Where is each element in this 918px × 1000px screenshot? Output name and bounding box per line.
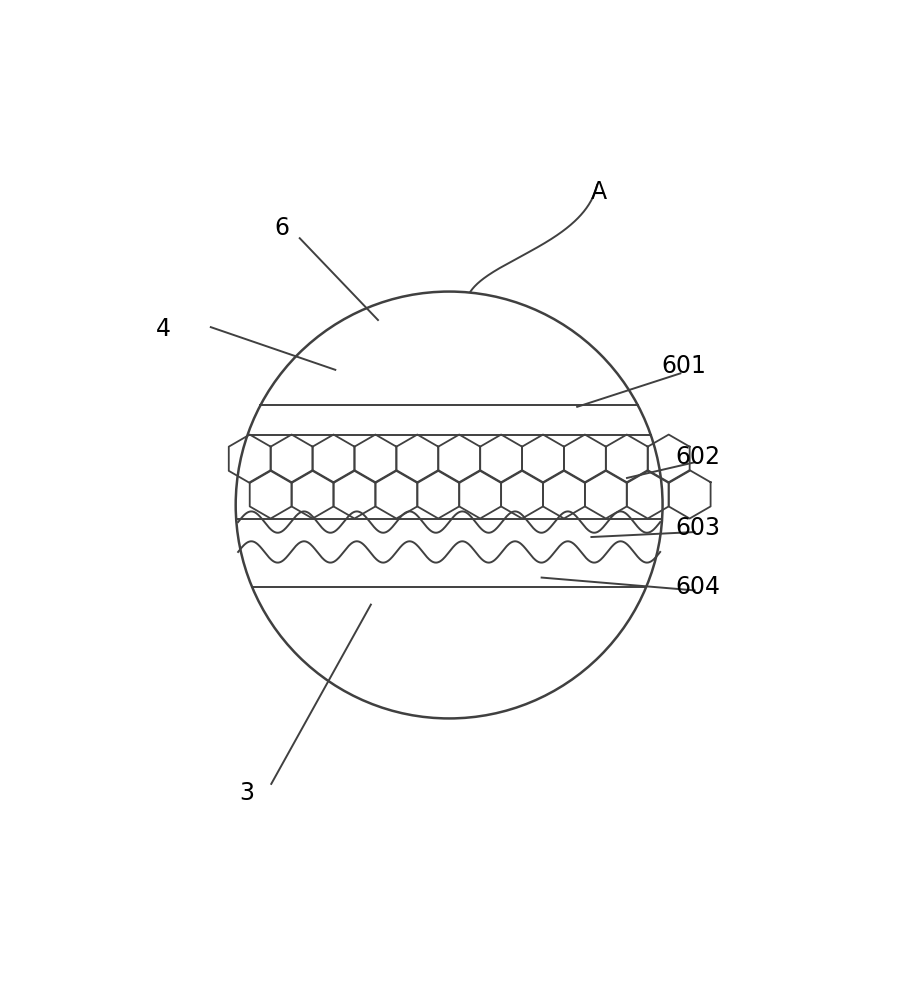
Text: 601: 601 bbox=[662, 354, 706, 378]
Text: 6: 6 bbox=[274, 216, 289, 240]
Text: 4: 4 bbox=[156, 317, 171, 341]
Text: 603: 603 bbox=[676, 516, 721, 540]
Text: A: A bbox=[590, 180, 607, 204]
Text: 3: 3 bbox=[239, 781, 254, 805]
Text: 602: 602 bbox=[676, 445, 721, 469]
Text: 604: 604 bbox=[676, 575, 721, 599]
